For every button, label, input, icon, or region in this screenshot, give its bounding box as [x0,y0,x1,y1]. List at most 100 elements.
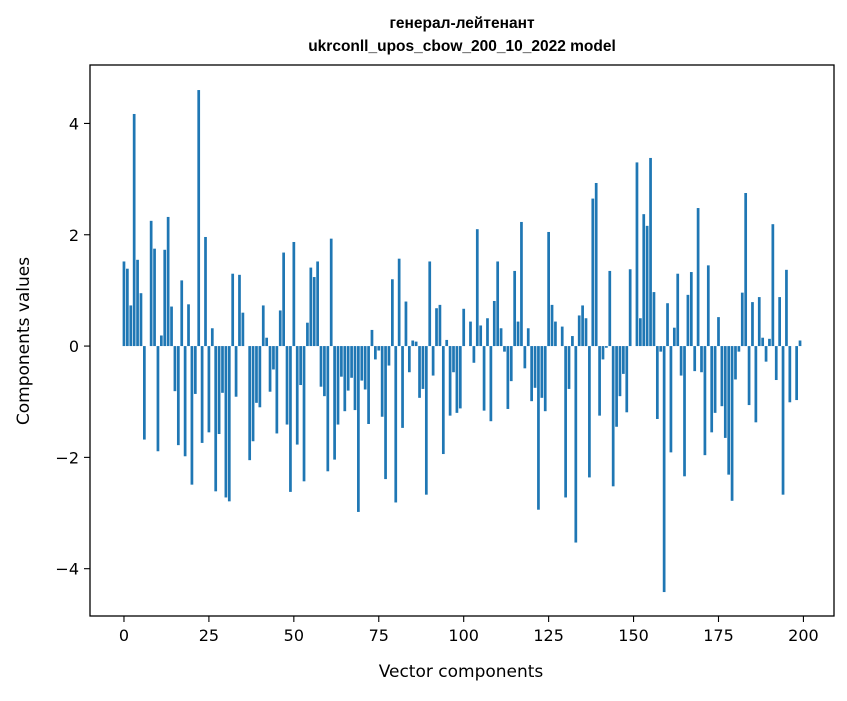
bar [326,346,329,471]
bar [595,183,598,346]
bar [574,346,577,542]
bar [771,224,774,346]
bar [401,346,404,428]
bar [676,274,679,346]
bar [129,305,132,346]
bar [289,346,292,492]
bar [788,346,791,402]
bar [523,346,526,368]
bar [225,346,228,497]
bar [425,346,428,495]
bar [761,338,764,346]
y-tick-label: 4 [69,114,79,133]
bar [309,268,312,346]
bar [700,346,703,372]
bar [184,346,187,456]
bar [252,346,255,441]
bar [568,346,571,389]
bar [408,346,411,372]
bar [738,346,741,352]
bar [272,346,275,369]
bar [653,292,656,346]
bar [608,271,611,346]
bar [493,301,496,346]
bar [741,293,744,346]
chart-subtitle: ukrconll_upos_cbow_200_10_2022 model [308,38,616,55]
bar [778,297,781,346]
x-tick-label: 125 [533,626,564,645]
bar [486,318,489,346]
bar [191,346,194,485]
bar [357,346,360,512]
y-axis-label: Components values [14,257,34,425]
bar [687,295,690,346]
bar [540,346,543,398]
bar [248,346,251,460]
bar [469,322,472,346]
bar [578,315,581,346]
bar [354,346,357,410]
bar [490,346,493,421]
bar [177,346,180,445]
x-axis-label: Vector components [379,662,544,682]
bar [629,269,632,346]
bar [299,346,302,385]
bar [269,346,272,392]
bar [561,327,564,346]
bar [459,346,462,408]
bar [530,346,533,401]
bar [527,328,530,346]
bar [384,346,387,479]
bar [646,226,649,346]
bar [262,305,265,346]
bar [656,346,659,419]
bar [717,317,720,346]
bar [136,260,139,346]
bar [333,346,336,460]
bar [242,313,245,346]
bar [265,338,268,346]
bar [496,261,499,346]
bar [697,208,700,346]
bar [782,346,785,495]
bar [415,342,418,346]
y-tick-label: 2 [69,226,79,245]
bar [194,346,197,394]
bar [167,217,170,346]
bar [513,271,516,346]
bar [313,277,316,346]
x-tick-label: 100 [448,626,479,645]
bar [659,346,662,352]
bar [306,323,309,346]
bar [340,346,343,377]
bar [259,346,262,407]
bar [727,346,730,475]
bar [768,339,771,346]
x-tick-label: 200 [788,626,819,645]
bar [748,346,751,405]
bar [744,193,747,346]
bar [605,346,608,348]
bar [411,341,414,347]
bars-group [123,90,802,592]
bar [602,346,605,359]
plot-frame [90,65,834,616]
bar [445,340,448,346]
bar [670,346,673,452]
bar [799,341,802,347]
bar [500,328,503,346]
bar [663,346,666,592]
bar [598,346,601,416]
bar [218,346,221,434]
bar [544,346,547,411]
bar [238,275,241,346]
bar [347,346,350,391]
bar [439,305,442,346]
bar [775,346,778,380]
bar [734,346,737,379]
bar [571,336,574,346]
bar [619,346,622,396]
bar [388,346,391,365]
y-tick-label: 0 [69,337,79,356]
